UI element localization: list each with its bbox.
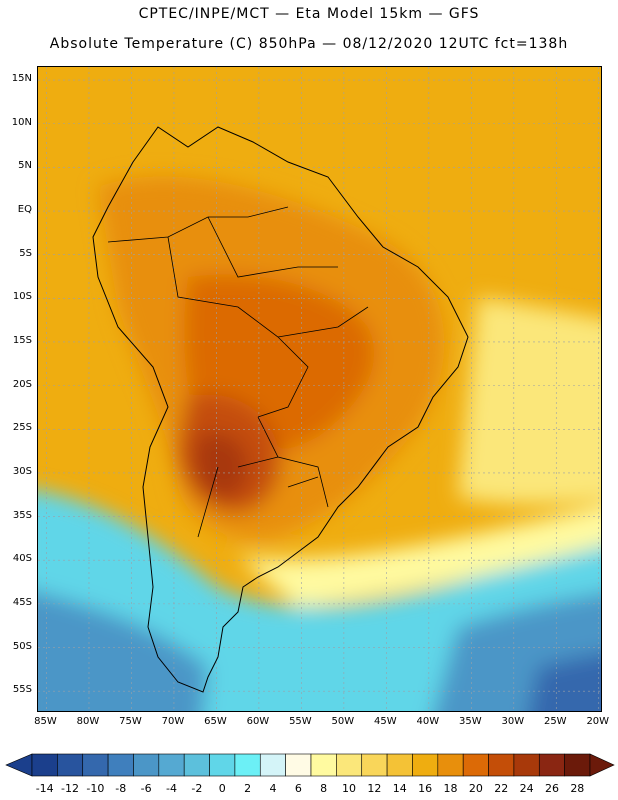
colorbar-swatch bbox=[183, 753, 210, 777]
lon-tick-label: 80W bbox=[76, 716, 100, 727]
lat-tick-label: 40S bbox=[12, 553, 32, 565]
temperature-map bbox=[37, 66, 602, 712]
colorbar-swatch bbox=[361, 753, 388, 777]
colorbar-label: 18 bbox=[443, 782, 458, 795]
lat-tick-label: 35S bbox=[12, 509, 32, 521]
colorbar-swatch bbox=[513, 753, 540, 777]
colorbar-swatch bbox=[462, 753, 489, 777]
colorbar-label: 16 bbox=[418, 782, 433, 795]
colorbar-label: -12 bbox=[61, 782, 80, 795]
colorbar-label: 22 bbox=[494, 782, 509, 795]
lat-tick-label: 45S bbox=[12, 596, 32, 608]
lat-tick-label: 15N bbox=[11, 73, 32, 85]
colorbar-swatch bbox=[437, 753, 464, 777]
lat-tick-label: 5N bbox=[18, 160, 32, 172]
map-canvas bbox=[38, 67, 601, 711]
field-coldest-southeast bbox=[529, 653, 601, 711]
lon-tick-label: 55W bbox=[289, 716, 312, 727]
colorbar-label: 20 bbox=[468, 782, 483, 795]
colorbar-swatch bbox=[488, 753, 515, 777]
colorbar-swatch bbox=[158, 753, 185, 777]
colorbar-label: -2 bbox=[191, 782, 203, 795]
colorbar-label: 14 bbox=[392, 782, 407, 795]
colorbar-label: 6 bbox=[294, 782, 302, 795]
lat-tick-label: 5S bbox=[19, 247, 32, 259]
colorbar-label: 24 bbox=[519, 782, 534, 795]
lat-tick-label: 10N bbox=[11, 116, 32, 128]
colorbar bbox=[5, 753, 615, 777]
colorbar-swatch bbox=[285, 753, 312, 777]
colorbar-swatch bbox=[336, 753, 363, 777]
field-atlantic-cool bbox=[458, 297, 601, 505]
lat-tick-label: 30S bbox=[12, 465, 32, 477]
colorbar-swatch bbox=[259, 753, 286, 777]
lon-tick-label: 75W bbox=[119, 716, 142, 727]
lon-tick-label: 85W bbox=[34, 716, 57, 727]
colorbar-label: 0 bbox=[218, 782, 226, 795]
colorbar-swatch bbox=[82, 753, 109, 777]
lon-tick-label: 20W bbox=[586, 716, 610, 727]
colorbar-label: 2 bbox=[244, 782, 252, 795]
colorbar-swatch bbox=[57, 753, 84, 777]
lat-tick-label: EQ bbox=[17, 204, 32, 216]
colorbar-swatch bbox=[31, 753, 58, 777]
colorbar-swatch bbox=[564, 753, 591, 777]
field-hottest-core bbox=[194, 433, 249, 498]
lon-tick-label: 65W bbox=[204, 716, 227, 727]
lon-tick-label: 70W bbox=[161, 716, 185, 727]
colorbar-swatch bbox=[538, 753, 565, 777]
lat-tick-label: 25S bbox=[12, 422, 32, 434]
field-colder-band bbox=[38, 592, 208, 711]
colorbar-label: 8 bbox=[320, 782, 328, 795]
lon-tick-label: 25W bbox=[543, 716, 567, 727]
colorbar-label: -14 bbox=[35, 782, 54, 795]
lat-tick-label: 20S bbox=[12, 378, 32, 390]
country-borders bbox=[107, 206, 369, 538]
colorbar-swatch bbox=[412, 753, 439, 777]
map-title-source: CPTEC/INPE/MCT — Eta Model 15km — GFS bbox=[138, 6, 480, 22]
colorbar-min-arrow bbox=[5, 753, 33, 777]
lon-tick-label: 40W bbox=[416, 716, 440, 727]
colorbar-swatch bbox=[234, 753, 261, 777]
colorbar-swatch bbox=[209, 753, 236, 777]
lon-tick-label: 35W bbox=[458, 716, 482, 727]
lon-tick-label: 50W bbox=[331, 716, 355, 727]
lat-tick-label: 10S bbox=[12, 291, 32, 303]
colorbar-label: -6 bbox=[140, 782, 152, 795]
map-grid bbox=[38, 67, 601, 711]
colorbar-label: 28 bbox=[570, 782, 585, 795]
lon-tick-label: 30W bbox=[501, 716, 525, 727]
lon-tick-label: 45W bbox=[374, 716, 397, 727]
lat-tick-label: 55S bbox=[12, 684, 32, 696]
colorbar-label: -10 bbox=[86, 782, 105, 795]
colorbar-label: 4 bbox=[269, 782, 277, 795]
colorbar-label: -4 bbox=[166, 782, 177, 795]
colorbar-label: 10 bbox=[342, 782, 357, 795]
colorbar-swatch bbox=[107, 753, 134, 777]
colorbar-label: -8 bbox=[115, 782, 127, 795]
lat-tick-label: 50S bbox=[12, 640, 32, 652]
colorbar-label: 26 bbox=[544, 782, 559, 795]
colorbar-max-arrow bbox=[589, 753, 615, 777]
colorbar-swatch bbox=[386, 753, 413, 777]
colorbar-label: 12 bbox=[367, 782, 382, 795]
lat-tick-label: 15S bbox=[12, 334, 32, 346]
lon-tick-label: 60W bbox=[246, 716, 270, 727]
field-transition-band bbox=[238, 506, 601, 607]
map-title-variable: Absolute Temperature (C) 850hPa — 08/12/… bbox=[49, 36, 569, 52]
colorbar-swatch bbox=[133, 753, 160, 777]
colorbar-swatch bbox=[310, 753, 337, 777]
south-america-coastline bbox=[92, 126, 469, 693]
